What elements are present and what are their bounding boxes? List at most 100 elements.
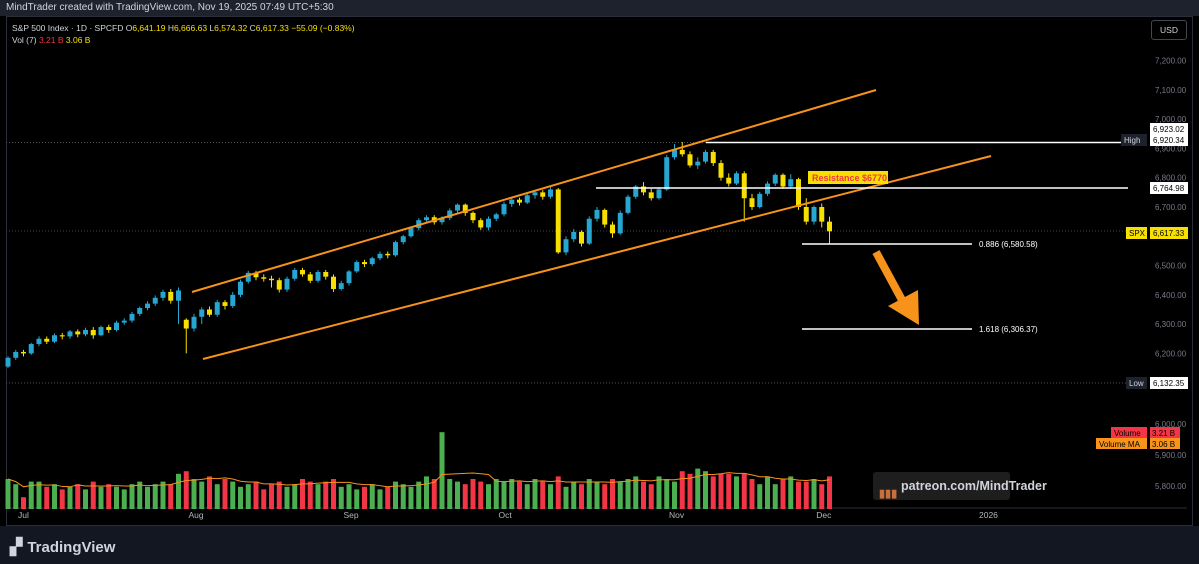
volume-bar (191, 479, 197, 509)
volume-value-box (1150, 427, 1180, 438)
volume-bar (532, 479, 538, 509)
candle-body (447, 210, 453, 219)
candle-body (641, 186, 646, 193)
price-chart[interactable]: 0.886 (6,580.58) 1.618 (6,306.37) Resistan… (0, 0, 1199, 526)
candle-body (331, 276, 336, 289)
volume-bar (470, 479, 476, 509)
volume-bar (245, 484, 251, 509)
volume-bar (416, 481, 422, 509)
volume-bar (703, 471, 708, 509)
volume-bar (695, 468, 701, 509)
volume-bar (672, 481, 677, 509)
y-tick-label: 6,200.00 (1155, 349, 1187, 358)
volume-bar (238, 486, 243, 509)
volume-bar (734, 476, 739, 509)
candle-body (439, 218, 445, 223)
volume-bar (648, 484, 654, 509)
symbol-name[interactable]: S&P 500 Index · 1D · SPCFD (12, 23, 124, 33)
volume-bar (52, 484, 57, 509)
candle-body (462, 204, 468, 213)
y-tick-label: 5,900.00 (1155, 451, 1187, 460)
candle-body (354, 262, 360, 272)
volume-bar (222, 479, 228, 509)
volume-bar (36, 481, 42, 509)
price-value-label: 6,764.98 (1153, 184, 1185, 193)
x-tick-label: Jul (18, 510, 29, 520)
volume-bar (393, 481, 398, 509)
candle-body (633, 186, 639, 197)
candle-body (307, 274, 313, 281)
volume-bar (152, 484, 158, 509)
volume-indicator-label[interactable]: Vol (7) (12, 35, 37, 45)
volume-bar (207, 476, 212, 509)
y-tick-label: 6,000.00 (1155, 420, 1187, 429)
y-tick-label: 6,900.00 (1155, 144, 1187, 153)
volume-bar (501, 481, 507, 509)
volume-tag-box (1096, 438, 1147, 449)
volume-bar (160, 481, 166, 509)
candle-body (183, 319, 189, 329)
candle-body (83, 329, 88, 335)
candle-body (5, 357, 11, 367)
candle-body (214, 302, 220, 315)
volume-value-label: 3.06 B (1152, 440, 1175, 449)
volume-bar (121, 489, 127, 509)
open-value: 6,641.19 (132, 23, 166, 33)
volume-bar (168, 484, 174, 509)
candle-body (772, 174, 778, 184)
volume-bar (106, 484, 112, 509)
candle-body (176, 290, 181, 301)
candle-body (478, 220, 484, 228)
price-value-box (1150, 377, 1188, 389)
chart-frame[interactable] (6, 16, 1193, 526)
volume-bar (540, 481, 546, 509)
candle-body (749, 198, 755, 207)
volume-bar (548, 484, 553, 509)
volume-bar (431, 479, 437, 509)
horizontal-levels: 0.886 (6,580.58) 1.618 (6,306.37) Resistan… (596, 141, 1128, 334)
volume-bar (400, 484, 406, 509)
price-tag-label: Low (1129, 379, 1144, 388)
volume-bar (199, 481, 205, 509)
x-tick-label: 2026 (979, 510, 998, 520)
volume-bar (59, 489, 65, 509)
volume-bar (579, 484, 584, 509)
arrow-head (888, 290, 919, 325)
arrow-shaft (872, 250, 906, 302)
volume-bar (83, 489, 88, 509)
candle-body (803, 207, 809, 222)
volume-bar (98, 486, 104, 509)
volume-bar (261, 489, 267, 509)
candle-body (276, 280, 282, 290)
y-tick-label: 7,000.00 (1155, 115, 1187, 124)
candle-body (152, 297, 158, 304)
candle-body (21, 351, 26, 354)
price-value-box (1150, 227, 1188, 239)
candle-body (145, 303, 150, 309)
volume-bar (656, 476, 662, 509)
currency-button[interactable]: USD (1151, 20, 1187, 40)
candle-body (323, 272, 329, 277)
volume-bar (749, 479, 755, 509)
volume-bar (377, 489, 383, 509)
candle-body (540, 192, 546, 197)
candle-body (455, 204, 460, 211)
volume-bar (129, 484, 135, 509)
channel-upper-line (191, 89, 877, 293)
tradingview-logo[interactable]: ▞ TradingView (10, 537, 115, 557)
volume-bar (796, 481, 801, 509)
time-axis: Jul Aug Sep Oct Nov Dec 2026 (18, 510, 998, 520)
footer-bar (0, 526, 1199, 564)
candle-body (594, 209, 600, 219)
candle-body (563, 239, 569, 253)
chart-legend: S&P 500 Index · 1D · SPCFD O6,641.19 H6,… (12, 22, 355, 46)
candle-body (98, 327, 104, 336)
volume-bar (323, 481, 329, 509)
volume-bar (811, 479, 817, 509)
volume-bar (772, 484, 778, 509)
candle-body (648, 192, 654, 199)
candle-body (36, 338, 42, 345)
candle-body (261, 277, 267, 279)
candle-body (470, 212, 476, 221)
volume-bar (803, 481, 809, 509)
